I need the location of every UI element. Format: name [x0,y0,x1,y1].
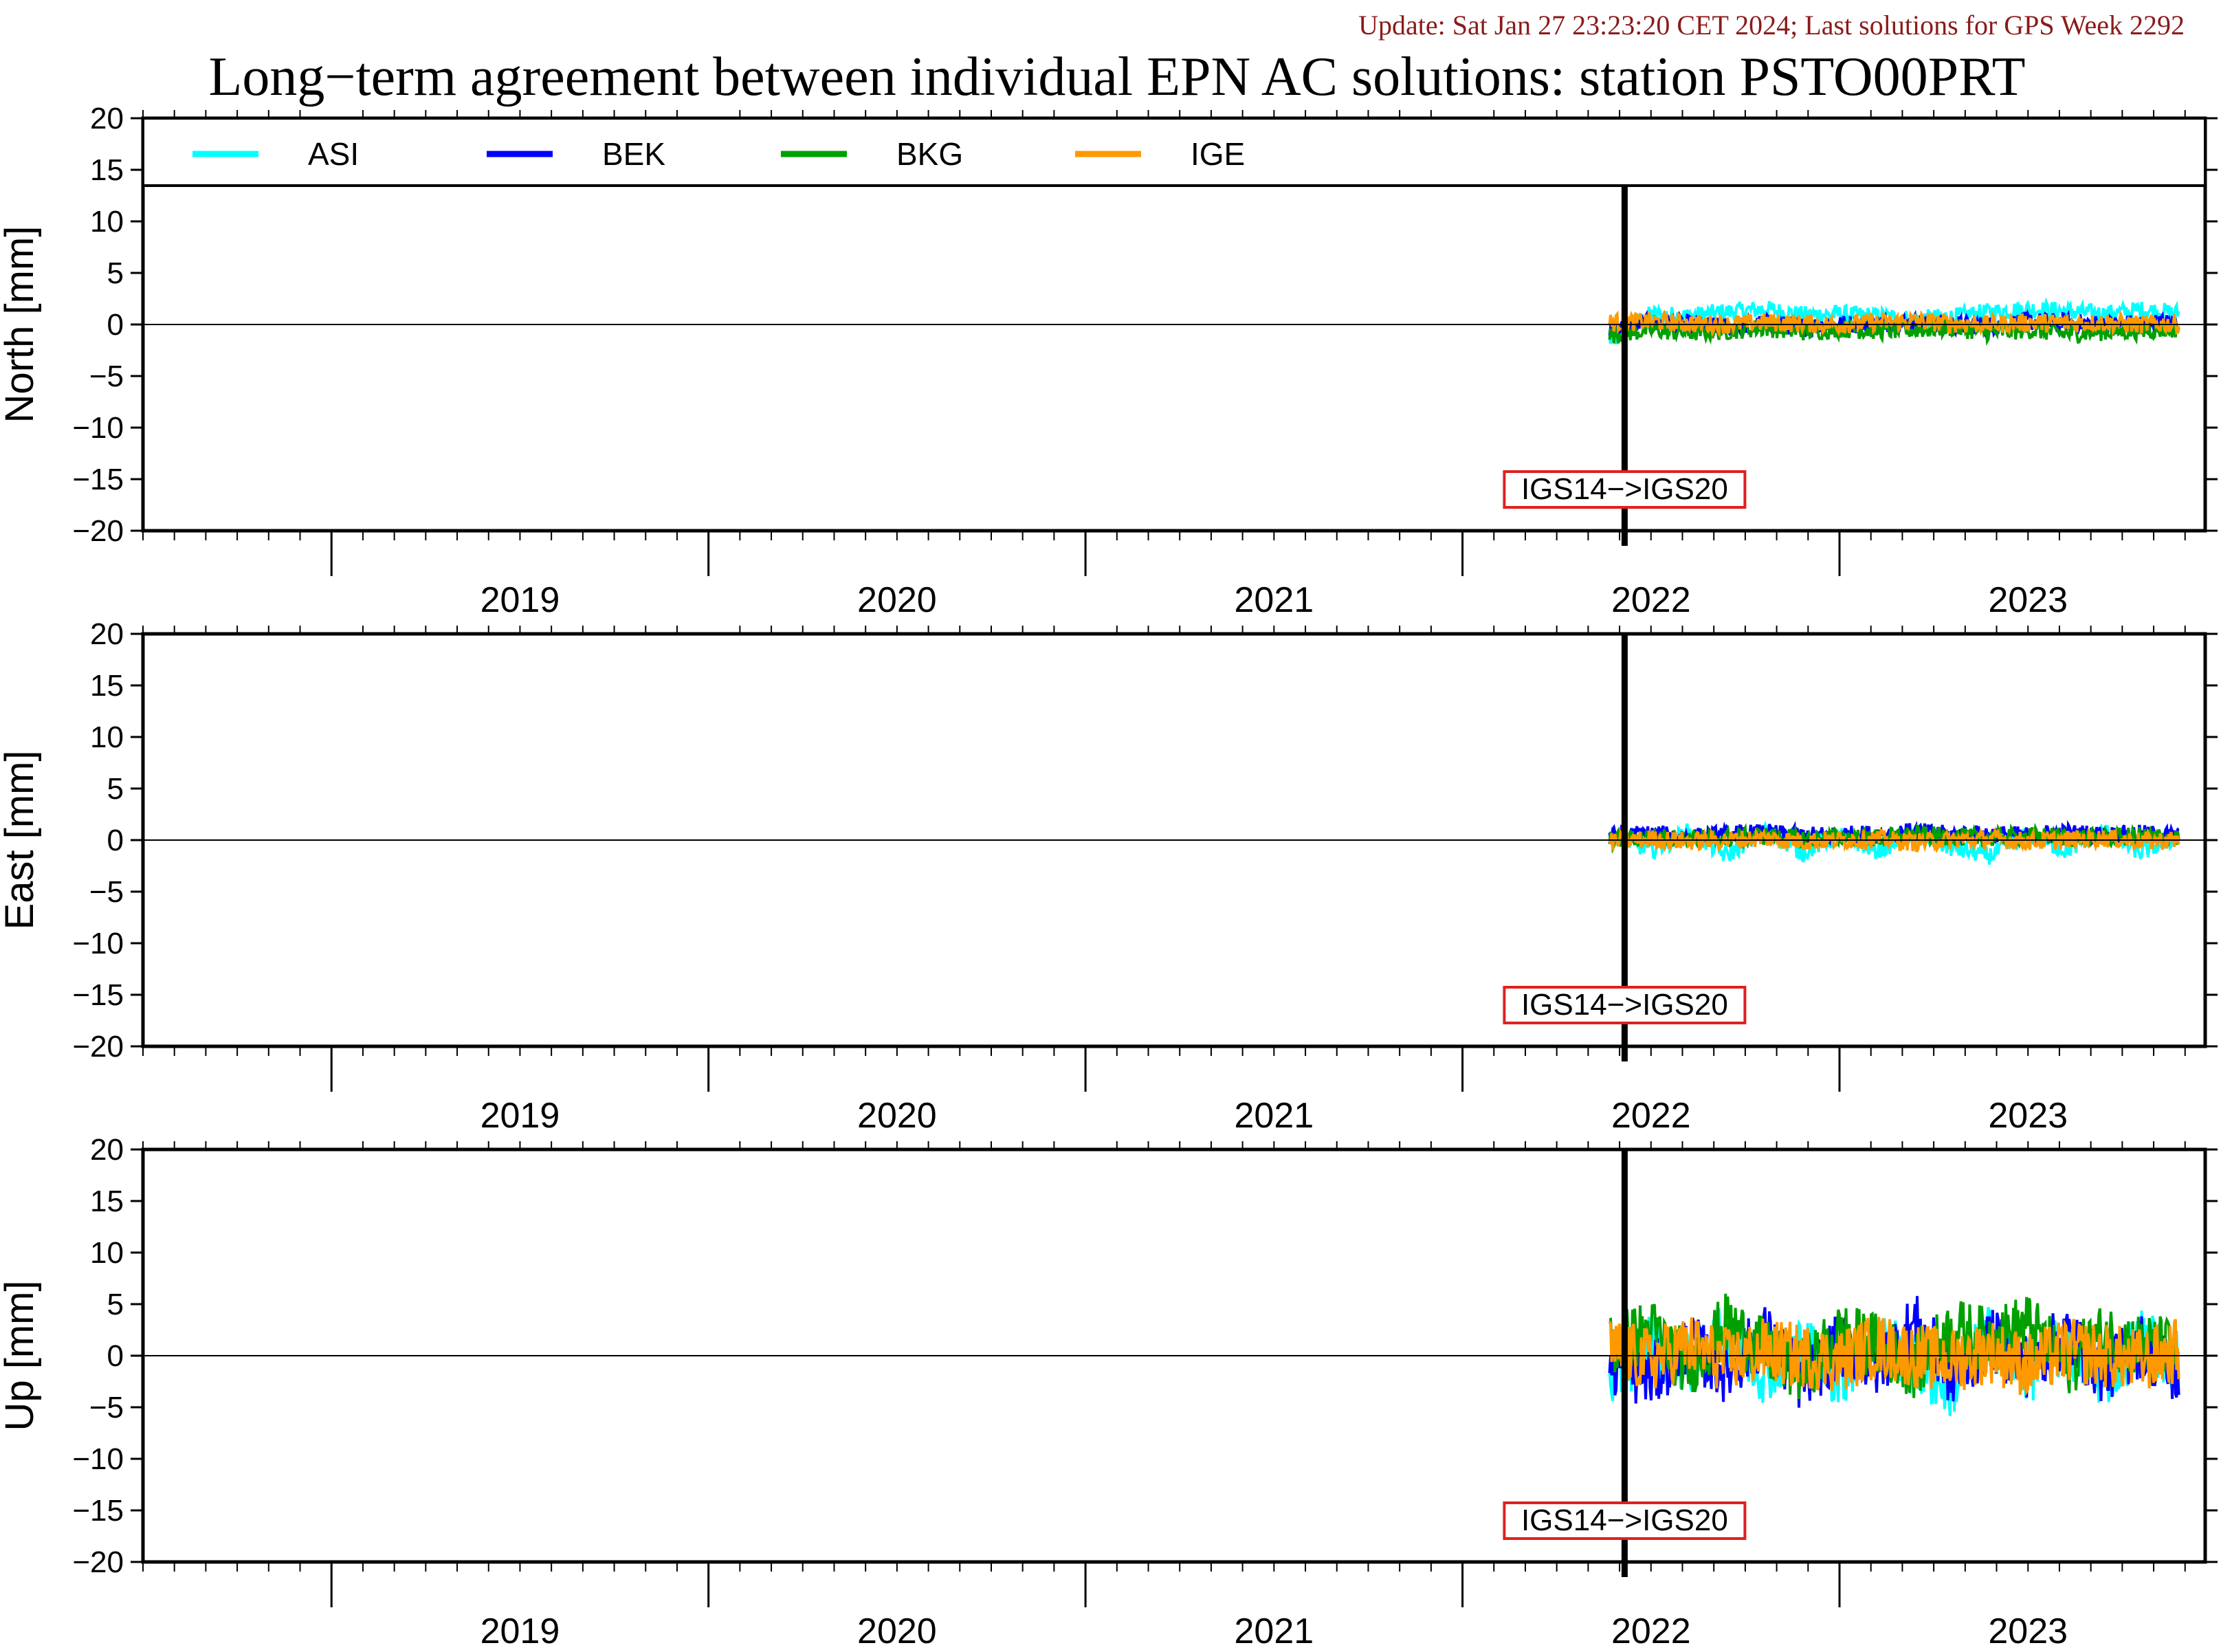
x-year-label: 2023 [1988,580,2068,620]
x-year-label: 2019 [480,1096,560,1136]
y-tick-label: −10 [72,927,124,960]
y-tick-label: −5 [89,1391,124,1424]
panel-0: IGS14−>IGS20 20 15 10 5 0 −5 −10 −15 −20 North [mm… [0,102,2218,620]
x-year-label: 2022 [1611,1096,1691,1136]
legend-label-bkg: BKG [896,136,963,172]
series-line-bkg-panel-0 [1608,315,2180,346]
x-year-label: 2021 [1234,1611,1314,1649]
y-tick-label: −20 [72,1545,124,1579]
y-tick-label: −15 [72,1494,124,1528]
x-year-label: 2021 [1234,580,1314,620]
y-tick-label: −15 [72,978,124,1012]
y-tick-label: 5 [107,772,124,806]
x-year-label: 2020 [857,580,937,620]
x-year-label: 2022 [1611,1611,1691,1649]
x-year-label: 2020 [857,1611,937,1649]
y-tick-label: 15 [90,669,124,703]
series-line-asi-panel-0 [1608,297,2180,344]
legend: ASI BEK BKG IGE [142,117,2207,187]
y-tick-label: 20 [90,1133,124,1167]
y-tick-label: −10 [72,411,124,445]
y-tick-label: 0 [107,308,124,342]
x-year-label: 2020 [857,1096,937,1136]
y-tick-label: −5 [89,875,124,909]
legend-label-ige: IGE [1191,136,1245,172]
y-tick-label: 0 [107,1339,124,1373]
y-tick-label: 15 [90,153,124,187]
y-tick-label: −15 [72,463,124,496]
y-tick-label: 5 [107,256,124,290]
panel-2: IGS14−>IGS20 20 15 10 5 0 −5 −10 −15 −20 Up [mm] 20… [0,1133,2218,1651]
x-year-label: 2021 [1234,1096,1314,1136]
y-tick-label: 10 [90,720,124,754]
y-tick-label: 20 [90,617,124,651]
y-axis-label: Up [mm] [0,1280,42,1431]
x-year-label: 2023 [1988,1096,2068,1136]
legend-box [142,117,2207,187]
y-tick-label: −20 [72,1030,124,1064]
panel-1: IGS14−>IGS20 20 15 10 5 0 −5 −10 −15 −20 East [mm]… [0,617,2218,1136]
y-tick-label: 10 [90,1236,124,1270]
event-label: IGS14−>IGS20 [1521,1504,1728,1537]
legend-label-asi: ASI [308,136,359,172]
y-tick-label: 5 [107,1288,124,1321]
x-year-label: 2022 [1611,580,1691,620]
event-label: IGS14−>IGS20 [1521,988,1728,1022]
x-year-label: 2019 [480,1611,560,1649]
event-label: IGS14−>IGS20 [1521,472,1728,506]
y-tick-label: 15 [90,1185,124,1218]
y-tick-label: 10 [90,205,124,239]
x-year-label: 2019 [480,580,560,620]
y-tick-label: −10 [72,1442,124,1476]
x-year-label: 2023 [1988,1611,2068,1649]
y-axis-label: North [mm] [0,226,42,423]
event-label-box [1503,470,1747,509]
event-label-box [1503,1501,1747,1540]
series-line-ige-panel-2 [1608,1317,2180,1397]
chart-title: Long−term agreement between individual E… [208,47,2025,107]
update-text: Update: Sat Jan 27 23:23:20 CET 2024; La… [1358,10,2185,41]
y-axis-label: East [mm] [0,750,42,929]
event-label-box [1503,986,1747,1024]
y-tick-label: 20 [90,102,124,135]
y-tick-label: −20 [72,514,124,548]
y-tick-label: 0 [107,824,124,857]
legend-label-bek: BEK [602,136,665,172]
y-tick-label: −5 [89,360,124,393]
